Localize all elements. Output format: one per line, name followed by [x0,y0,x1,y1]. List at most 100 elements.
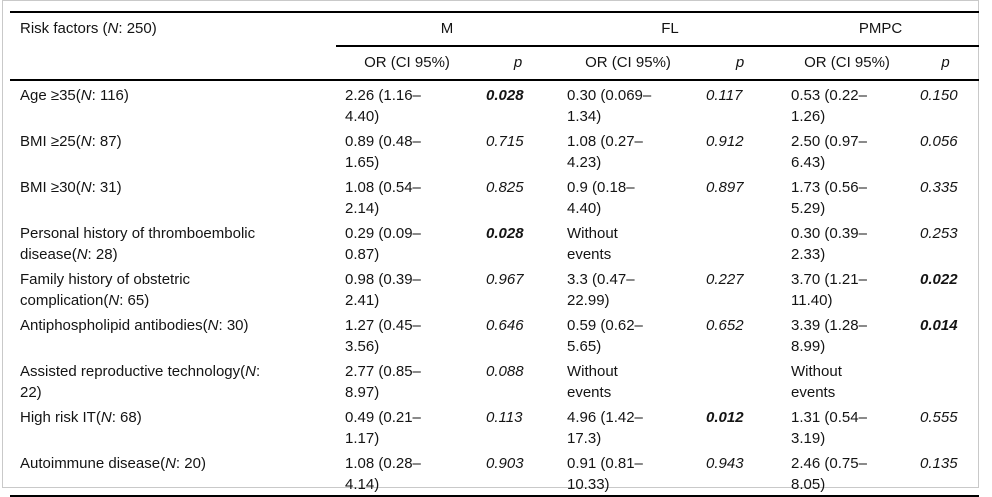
table-row: Family history of obstetric complication… [10,265,979,311]
p-value-m: 0.967 [486,271,524,288]
risk-factor-label: High risk IT(N: 68) [10,403,336,449]
risk-factor-count: : 20) [175,455,206,472]
or-value-fl: 0.9 (0.18– 4.40) [567,179,635,217]
n-symbol: N [100,409,112,426]
group-header-row: Risk factors (N: 250) M FL PMPC [10,12,980,47]
p-header-pmpc: p [941,54,950,71]
risk-factors-table: Risk factors (N: 250) M FL PMPC OR (CI 9… [10,11,980,497]
group-header-fl: FL [558,12,783,47]
or-value-pmpc: 3.39 (1.28– 8.99) [791,317,867,355]
risk-factor-text: Age ≥35( [20,87,81,104]
risk-factor-text: High risk IT( [20,409,101,426]
n-symbol: N [165,455,176,472]
table-body: Age ≥35(N: 116) 2.26 (1.16– 4.40) 0.028 … [10,80,980,496]
or-value-fl: 3.3 (0.47– 22.99) [567,271,635,309]
p-value-fl: 0.012 [706,409,744,426]
group-header-pmpc: PMPC [782,12,980,47]
or-value-m: 0.29 (0.09– 0.87) [345,225,421,263]
or-value-fl: 0.59 (0.62– 5.65) [567,317,643,355]
risk-factor-count: : 87) [91,133,122,150]
or-value-pmpc: 0.53 (0.22– 1.26) [791,87,867,125]
p-value-fl [698,357,782,403]
p-value-pmpc: 0.253 [920,225,958,242]
risk-factor-text: BMI ≥30( [20,179,81,196]
risk-factor-label: Autoimmune disease(N: 20) [10,449,336,496]
p-value-m: 0.088 [486,363,524,380]
or-value-m: 0.49 (0.21– 1.17) [345,409,421,447]
p-value-fl: 0.897 [706,179,744,196]
p-value-m: 0.903 [486,455,524,472]
risk-factor-text: Antiphospholipid antibodies( [20,317,208,334]
or-value-pmpc: 3.70 (1.21– 11.40) [791,271,867,309]
n-symbol: N [107,20,119,37]
p-value-fl: 0.943 [706,455,744,472]
risk-factor-text: Personal history of thromboembolic disea… [20,225,256,263]
risk-factor-count: : 22) [20,363,261,401]
or-value-fl: 1.08 (0.27– 4.23) [567,133,643,171]
table-row: Personal history of thromboembolic disea… [10,219,979,265]
risk-factor-label: Personal history of thromboembolic disea… [10,219,336,265]
or-ci-header-pmpc: OR (CI 95%) [804,54,890,71]
group-header-m: M [336,12,558,47]
risk-factors-header-text: Risk factors ( [20,20,108,37]
p-value-fl: 0.117 [706,87,743,104]
risk-factor-count: : 28) [87,246,118,263]
p-value-pmpc: 0.150 [920,87,958,104]
table-row: Age ≥35(N: 116) 2.26 (1.16– 4.40) 0.028 … [10,80,979,127]
risk-factor-count: : 116) [91,87,129,104]
sub-header-row: OR (CI 95%) p OR (CI 95%) p OR (CI 95%) … [10,46,979,80]
or-value-fl: Without events [567,363,618,401]
p-value-fl: 0.912 [706,133,744,150]
n-symbol: N [108,292,120,309]
p-value-m: 0.028 [486,225,524,242]
table-row: High risk IT(N: 68) 0.49 (0.21– 1.17) 0.… [10,403,979,449]
risk-factor-text: Family history of obstetric complication… [20,271,191,309]
p-value-pmpc [912,357,979,403]
p-value-m: 0.715 [486,133,524,150]
or-value-m: 2.26 (1.16– 4.40) [345,87,421,125]
or-value-pmpc: 1.31 (0.54– 3.19) [791,409,867,447]
risk-factor-label: BMI ≥25(N: 87) [10,127,336,173]
or-ci-header-m: OR (CI 95%) [364,54,450,71]
risk-factor-text: Assisted reproductive technology( [20,363,246,380]
risk-factor-count: : 31) [91,179,122,196]
risk-factor-label: Assisted reproductive technology(N: 22) [10,357,336,403]
or-value-m: 1.08 (0.54– 2.14) [345,179,421,217]
or-value-pmpc: Without events [791,363,842,401]
risk-factor-label: BMI ≥30(N: 31) [10,173,336,219]
table-row: Autoimmune disease(N: 20) 1.08 (0.28– 4.… [10,449,979,496]
or-value-fl: 0.30 (0.069– 1.34) [567,87,652,125]
risk-factor-text: BMI ≥25( [20,133,81,150]
n-symbol: N [245,363,256,380]
risk-factor-label: Antiphospholipid antibodies(N: 30) [10,311,336,357]
p-header-m: p [513,54,523,71]
table-row: Assisted reproductive technology(N: 22) … [10,357,979,403]
p-value-m: 0.825 [486,179,524,196]
p-value-pmpc: 0.014 [920,317,958,334]
p-value-pmpc: 0.335 [920,179,958,196]
p-value-m: 0.028 [486,87,524,104]
table-row: BMI ≥25(N: 87) 0.89 (0.48– 1.65) 0.715 1… [10,127,979,173]
risk-factors-header-count: : 250) [118,20,157,37]
p-header-fl: p [735,54,745,71]
or-value-fl: 4.96 (1.42– 17.3) [567,409,643,447]
p-value-pmpc: 0.555 [920,409,958,426]
or-value-fl: 0.91 (0.81– 10.33) [567,455,643,493]
p-value-fl: 0.227 [706,271,744,288]
or-ci-header-fl: OR (CI 95%) [585,54,671,71]
or-value-m: 0.89 (0.48– 1.65) [345,133,421,171]
risk-factor-label: Age ≥35(N: 116) [10,80,336,127]
or-value-pmpc: 2.46 (0.75– 8.05) [791,455,867,493]
p-value-pmpc: 0.135 [920,455,958,472]
p-value-pmpc: 0.056 [920,133,958,150]
risk-factor-count: : 68) [111,409,142,426]
table-header: Risk factors (N: 250) M FL PMPC OR (CI 9… [10,12,980,80]
or-value-m: 1.08 (0.28– 4.14) [345,455,421,493]
or-value-pmpc: 0.30 (0.39– 2.33) [791,225,867,263]
or-value-m: 0.98 (0.39– 2.41) [345,271,421,309]
or-value-pmpc: 1.73 (0.56– 5.29) [791,179,867,217]
risk-factor-count: : 30) [218,317,249,334]
or-value-pmpc: 2.50 (0.97– 6.43) [791,133,867,171]
n-symbol: N [76,246,88,263]
